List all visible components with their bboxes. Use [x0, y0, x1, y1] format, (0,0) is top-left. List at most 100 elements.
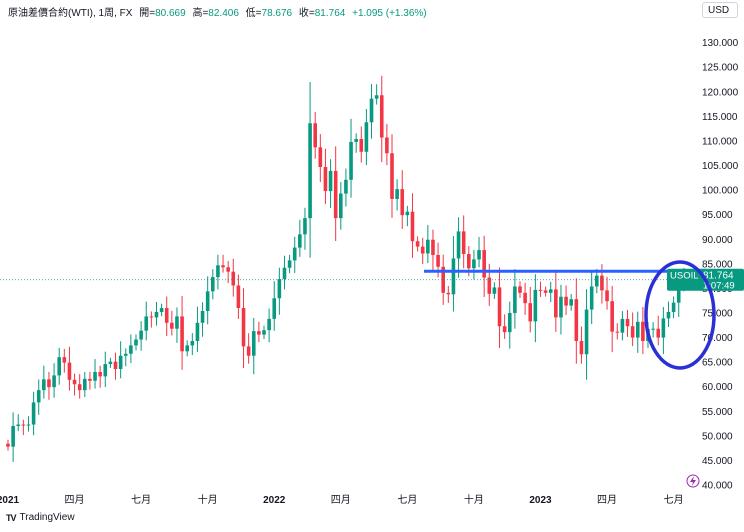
- candle-up[interactable]: [651, 322, 655, 338]
- candle-up[interactable]: [635, 311, 640, 353]
- candle-up[interactable]: [671, 296, 676, 319]
- candle-down[interactable]: [98, 365, 102, 388]
- candle-up[interactable]: [103, 351, 108, 388]
- candle-up[interactable]: [303, 207, 307, 250]
- tradingview-brand[interactable]: TV TradingView: [6, 512, 75, 523]
- candle-up[interactable]: [200, 302, 205, 337]
- candle-up[interactable]: [426, 225, 430, 263]
- candle-down[interactable]: [313, 111, 317, 159]
- candle-down[interactable]: [390, 134, 394, 218]
- candle-up[interactable]: [272, 281, 277, 331]
- candle-up[interactable]: [507, 301, 512, 349]
- candle-down[interactable]: [574, 278, 579, 364]
- candle-down[interactable]: [528, 286, 533, 333]
- candle-up[interactable]: [52, 363, 56, 398]
- candle-up[interactable]: [216, 254, 220, 290]
- candle-up[interactable]: [36, 379, 41, 415]
- candle-up[interactable]: [277, 267, 282, 315]
- candle-down[interactable]: [241, 288, 246, 368]
- candle-down[interactable]: [246, 333, 251, 364]
- candle-up[interactable]: [349, 118, 353, 198]
- candle-up[interactable]: [282, 255, 287, 290]
- candle-up[interactable]: [144, 301, 149, 341]
- candle-up[interactable]: [31, 391, 36, 436]
- candle-up[interactable]: [328, 159, 333, 208]
- candle-down[interactable]: [379, 75, 384, 163]
- currency-button[interactable]: USD: [702, 2, 738, 18]
- candle-up[interactable]: [492, 282, 497, 299]
- candle-down[interactable]: [180, 296, 184, 370]
- candle-up[interactable]: [292, 236, 297, 273]
- candle-up[interactable]: [139, 321, 143, 351]
- candle-up[interactable]: [195, 306, 200, 353]
- candle-down[interactable]: [610, 285, 614, 353]
- candle-up[interactable]: [175, 307, 179, 343]
- candle-down[interactable]: [482, 235, 486, 298]
- candle-down[interactable]: [77, 374, 82, 399]
- candle-down[interactable]: [420, 237, 425, 265]
- candle-down[interactable]: [359, 126, 364, 163]
- candle-up[interactable]: [661, 307, 666, 355]
- candle-down[interactable]: [625, 309, 630, 337]
- candle-down[interactable]: [318, 134, 323, 182]
- candle-up[interactable]: [533, 274, 538, 343]
- annotation-circle[interactable]: [644, 260, 716, 370]
- candle-up[interactable]: [287, 254, 292, 274]
- candle-down[interactable]: [431, 229, 435, 271]
- candle-up[interactable]: [185, 340, 189, 357]
- candle-down[interactable]: [579, 326, 584, 364]
- candle-down[interactable]: [231, 258, 236, 297]
- candle-up[interactable]: [548, 281, 553, 303]
- candle-up[interactable]: [364, 109, 369, 166]
- candle-down[interactable]: [257, 321, 261, 343]
- candle-up[interactable]: [57, 347, 61, 385]
- candle-down[interactable]: [323, 148, 328, 205]
- candle-up[interactable]: [666, 301, 671, 328]
- candle-down[interactable]: [605, 276, 609, 310]
- candle-up[interactable]: [129, 334, 133, 364]
- candle-down[interactable]: [446, 285, 451, 303]
- candle-up[interactable]: [339, 181, 343, 230]
- candle-down[interactable]: [67, 346, 72, 391]
- candle-up[interactable]: [159, 303, 164, 317]
- candle-down[interactable]: [615, 323, 620, 340]
- candle-up[interactable]: [211, 269, 215, 300]
- candle-up[interactable]: [298, 219, 302, 257]
- candle-up[interactable]: [83, 371, 87, 398]
- candle-up[interactable]: [118, 341, 123, 379]
- candle-up[interactable]: [16, 414, 21, 432]
- candle-up[interactable]: [451, 236, 456, 312]
- candle-up[interactable]: [190, 333, 195, 356]
- candle-up[interactable]: [308, 81, 312, 258]
- candle-down[interactable]: [641, 307, 645, 355]
- candle-up[interactable]: [267, 308, 271, 343]
- candle-up[interactable]: [123, 348, 128, 367]
- candle-up[interactable]: [354, 133, 358, 153]
- candle-down[interactable]: [554, 269, 558, 332]
- candle-down[interactable]: [385, 123, 389, 166]
- candle-up[interactable]: [344, 168, 348, 207]
- candle-down[interactable]: [72, 373, 77, 396]
- candle-up[interactable]: [477, 236, 481, 268]
- candle-down[interactable]: [113, 352, 118, 380]
- candle-up[interactable]: [595, 268, 599, 294]
- lightning-icon[interactable]: [686, 474, 700, 488]
- candle-down[interactable]: [656, 315, 661, 346]
- candle-down[interactable]: [62, 348, 67, 373]
- candle-up[interactable]: [584, 289, 589, 380]
- candle-down[interactable]: [164, 296, 169, 337]
- candle-up[interactable]: [11, 412, 15, 462]
- candle-down[interactable]: [88, 371, 92, 390]
- candle-up[interactable]: [472, 249, 476, 280]
- candle-up[interactable]: [108, 357, 113, 368]
- candle-up[interactable]: [262, 325, 266, 340]
- candle-down[interactable]: [518, 281, 522, 299]
- candle-up[interactable]: [134, 334, 138, 351]
- candle-up[interactable]: [154, 301, 159, 326]
- candle-down[interactable]: [47, 371, 51, 400]
- candle-up[interactable]: [395, 179, 399, 211]
- candle-up[interactable]: [42, 365, 46, 399]
- candle-down[interactable]: [221, 254, 225, 273]
